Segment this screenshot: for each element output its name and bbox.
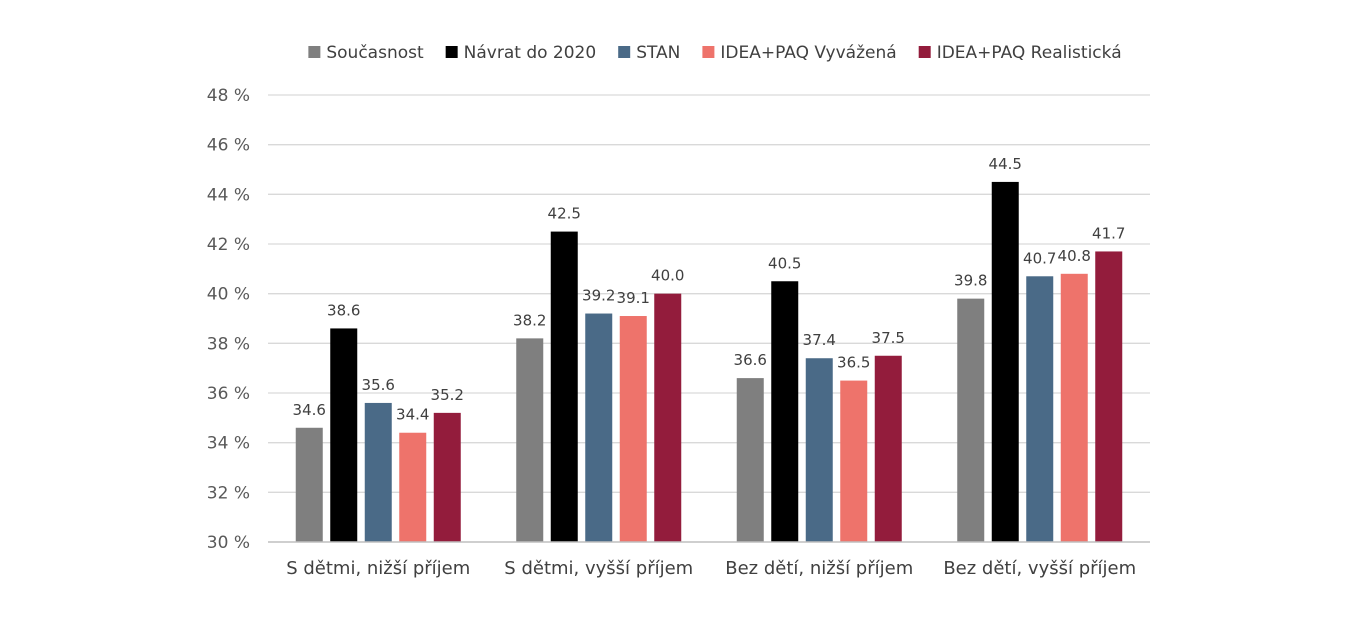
y-tick-label: 32 %	[207, 483, 250, 503]
data-label: 34.4	[396, 406, 429, 424]
data-label: 41.7	[1092, 224, 1125, 242]
y-tick-label: 38 %	[207, 334, 250, 354]
bar	[433, 412, 461, 542]
data-label: 39.1	[617, 289, 650, 307]
bar	[736, 378, 764, 542]
data-label: 37.5	[872, 329, 905, 347]
data-label: 39.2	[582, 287, 615, 305]
y-tick-label: 48 %	[207, 86, 250, 106]
bar	[840, 380, 868, 542]
y-axis-ticks: 30 % 32 % 34 % 36 % 38 % 40 % 42 % 44 % 46 % 48 %	[207, 86, 250, 553]
data-label: 40.5	[768, 254, 801, 272]
bar	[771, 281, 799, 542]
bar	[585, 313, 613, 542]
legend: Současnost Návrat do 2020 STAN IDEA+PAQ Vyv…	[308, 43, 1122, 63]
data-label: 40.8	[1058, 247, 1091, 265]
data-label: 34.6	[293, 401, 326, 419]
bar	[364, 402, 392, 542]
data-label: 38.2	[513, 311, 546, 329]
bar	[874, 355, 902, 542]
data-labels: 34.6 38.6 35.634.435.2 38.2 42.5 39.2 39.140.0…	[293, 155, 1126, 424]
data-label: 35.6	[362, 376, 395, 394]
y-tick-label: 42 %	[207, 235, 250, 255]
y-tick-label: 30 %	[207, 533, 250, 553]
bar	[295, 427, 323, 542]
bars	[295, 181, 1123, 543]
data-label: 36.6	[734, 351, 767, 369]
legend-label: STAN	[636, 43, 680, 63]
x-category-label: S dětmi, nižší příjem	[286, 558, 470, 579]
legend-swatch	[702, 46, 715, 58]
bar	[516, 338, 544, 542]
data-label: 36.5	[837, 354, 870, 372]
y-tick-label: 40 %	[207, 285, 250, 305]
data-label: 40.7	[1023, 249, 1056, 267]
legend-swatch	[918, 46, 931, 58]
data-label: 39.8	[954, 272, 987, 290]
y-tick-label: 44 %	[207, 185, 250, 205]
legend-label: Návrat do 2020	[464, 43, 597, 63]
legend-swatch	[618, 46, 631, 58]
bar	[805, 358, 833, 542]
bar	[1095, 251, 1123, 542]
data-label: 35.2	[431, 386, 464, 404]
y-tick-label: 46 %	[207, 136, 250, 156]
legend-swatch	[445, 46, 458, 58]
x-category-label: S dětmi, vyšší příjem	[504, 558, 693, 579]
x-category-label: Bez dětí, vyšší příjem	[943, 558, 1136, 579]
legend-swatch	[308, 46, 321, 58]
bar	[1060, 273, 1088, 542]
data-label: 44.5	[989, 155, 1022, 173]
legend-label: Současnost	[326, 43, 424, 63]
bar	[957, 298, 985, 542]
legend-label: IDEA+PAQ Realistická	[937, 43, 1122, 63]
bar	[991, 181, 1019, 542]
x-axis-category-labels: S dětmi, nižší příjem S dětmi, vyšší příj…	[286, 558, 1136, 579]
x-category-label: Bez dětí, nižší příjem	[725, 558, 913, 579]
data-label: 40.0	[651, 267, 684, 285]
y-tick-label: 34 %	[207, 434, 250, 454]
bar	[399, 432, 427, 542]
data-label: 38.6	[327, 301, 360, 319]
bar	[654, 293, 682, 542]
bar	[1026, 276, 1054, 542]
data-label: 37.4	[803, 331, 836, 349]
y-tick-label: 36 %	[207, 384, 250, 404]
legend-label: IDEA+PAQ Vyvážená	[720, 43, 896, 63]
bar	[619, 316, 647, 542]
bar	[550, 231, 578, 543]
bar	[330, 328, 358, 542]
data-label: 42.5	[548, 205, 581, 223]
